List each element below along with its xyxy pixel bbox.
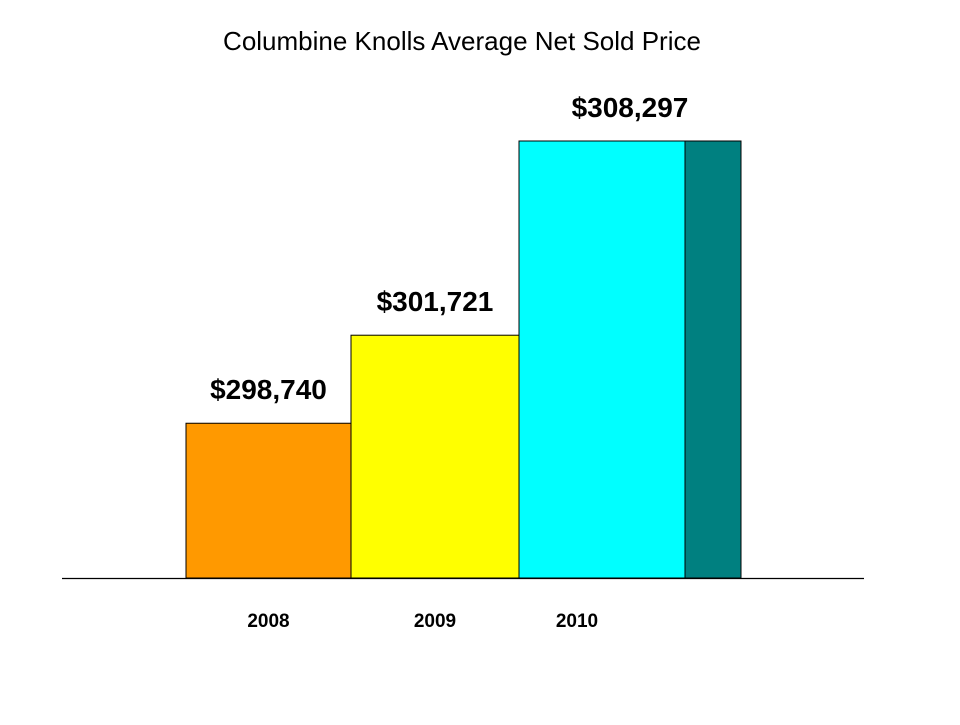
data-label-2009: $301,721: [377, 286, 494, 317]
bar-2010-side-face: [684, 140, 742, 579]
data-label-2008: $298,740: [210, 374, 327, 405]
bars-group: [185, 140, 742, 579]
bar-2010: [518, 140, 686, 579]
bar-2008: [185, 422, 352, 579]
x-tick-label-2009: 2009: [414, 611, 456, 632]
x-tick-label-2010: 2010: [556, 611, 598, 632]
x-tick-label-2008: 2008: [247, 611, 289, 632]
x-tick-labels-group: 2008 2009 2010: [247, 611, 598, 632]
data-labels-group: $298,740 $301,721 $308,297: [210, 92, 688, 405]
data-label-2010: $308,297: [572, 92, 689, 123]
bar-2009: [350, 334, 520, 579]
chart-title: Columbine Knolls Average Net Sold Price: [223, 26, 701, 56]
